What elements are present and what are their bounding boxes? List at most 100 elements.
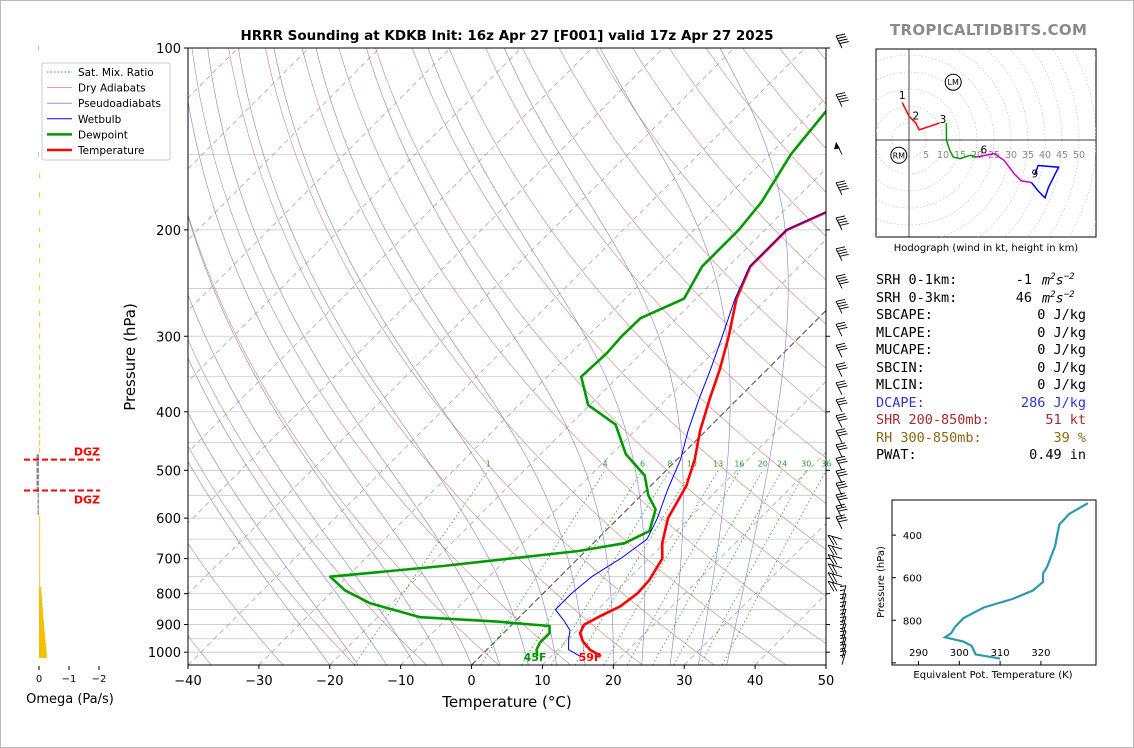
wind-barb <box>835 380 848 396</box>
theta-e-frame <box>891 499 1097 666</box>
omega-bar <box>39 565 41 571</box>
isotherm <box>188 48 593 453</box>
surface-temperature-label: 59F <box>579 651 602 664</box>
mixing-ratio-label: 6 <box>640 459 645 468</box>
omega-bar <box>39 521 41 527</box>
isotherm <box>188 48 664 524</box>
isotherm <box>258 97 826 665</box>
omega-bar <box>39 425 41 431</box>
omega-axis-label: Omega (Pa/s) <box>26 692 114 707</box>
omega-bar <box>39 622 44 628</box>
theta-e-x-tick-label: 310 <box>991 648 1010 659</box>
isotherm <box>542 380 826 665</box>
param-label: SRH 0-1km: <box>876 272 958 288</box>
param-row: DCAPE: 286 J/kg <box>876 395 1106 413</box>
dry-adiabat <box>188 213 499 665</box>
legend-label: Pseudoadiabats <box>78 98 161 110</box>
omega-bar <box>37 510 39 516</box>
mixing-ratio-line <box>673 470 783 665</box>
theta-e-x-tick-label: 300 <box>950 648 969 659</box>
wind-barb <box>835 33 849 49</box>
param-row: m2s−2 SRH 0-3km: 46 <box>876 290 1106 308</box>
dry-adiabat <box>485 48 826 459</box>
omega-bar <box>39 587 42 593</box>
hodograph-ring-label: 50 <box>1073 150 1085 161</box>
chart-title: HRRR Sounding at KDKB Init: 16z Apr 27 [… <box>240 28 773 44</box>
x-tick-label: −10 <box>387 674 414 689</box>
dry-adiabat <box>188 339 428 665</box>
pseudoadiabat <box>188 215 444 665</box>
pseudoadiabat <box>188 412 359 665</box>
hodograph-ring-label: 10 <box>937 150 949 161</box>
wind-barb <box>835 514 848 530</box>
mixing-ratio-label: 30 <box>801 459 811 468</box>
param-label: MLCAPE: <box>876 324 933 341</box>
hodograph-height-label: 6 <box>980 145 987 157</box>
omega-bar <box>39 625 45 631</box>
wind-barb <box>827 580 843 592</box>
wind-barb <box>835 397 848 412</box>
omega-bar <box>39 541 41 547</box>
parameters-table: m2s−2 SRH 0-1km: -1 m2s−2 SRH 0-3km: 46 SBCAPE… <box>876 272 1106 465</box>
theta-e-line <box>942 502 1089 660</box>
wind-barb <box>827 563 843 575</box>
legend: Sat. Mix. Ratio Dry Adiabats Pseudoadiabat… <box>41 62 171 161</box>
hodograph-height-label: 1 <box>899 90 906 102</box>
pseudoadiabat <box>599 48 731 665</box>
theta-e-x-tick-label: 320 <box>1031 648 1050 659</box>
param-row: MLCAPE: 0 J/kg <box>876 325 1106 343</box>
x-tick-label: −30 <box>245 674 272 689</box>
x-tick-label: 0 <box>467 674 475 689</box>
param-value: 0 J/kg <box>1037 377 1086 393</box>
mixing-ratio-label: 20 <box>758 459 768 468</box>
theta-e-y-tick-label: 800 <box>903 616 922 627</box>
theta-e-y-tick-label: 600 <box>903 574 922 585</box>
omega-bar <box>39 432 41 438</box>
storm-motion-label: RM <box>893 151 906 160</box>
surface-dewpoint-label: 45F <box>524 651 547 664</box>
omega-bar <box>39 285 41 291</box>
surface-labels: 45F 59F <box>524 651 602 664</box>
x-tick-label: 20 <box>605 674 622 689</box>
param-label: PWAT: <box>876 447 917 463</box>
omega-bar <box>39 243 41 249</box>
wind-barb <box>835 321 848 337</box>
param-row: SBCIN: 0 J/kg <box>876 360 1106 378</box>
omega-x-tick-label: 0 <box>36 674 42 685</box>
mixing-ratio-line <box>603 470 719 665</box>
omega-bar <box>39 333 41 339</box>
omega-bar <box>39 440 41 446</box>
skewt-plot: 1 4 6 8 10 13 16 20 24 30 36 100200300400500600700… <box>0 28 834 711</box>
param-value: 0.49 in <box>1029 447 1086 463</box>
isotherm <box>0 48 25 665</box>
hodograph-height-label: 2 <box>912 111 919 123</box>
omega-bar <box>39 569 41 575</box>
mixing-ratio-line <box>521 470 643 665</box>
dry-adiabat <box>301 48 787 665</box>
wind-barb <box>835 342 848 358</box>
hodograph-ring-label: 45 <box>1056 150 1068 161</box>
hodograph-ring-label: 35 <box>1022 150 1034 161</box>
omega-bar <box>36 461 39 467</box>
hodograph-ring-label: 30 <box>1005 150 1017 161</box>
omega-bar <box>39 400 41 406</box>
theta-e-y-label: Pressure (hPa) <box>876 546 887 618</box>
y-tick-label: 400 <box>156 406 181 421</box>
legend-label: Temperature <box>77 145 145 157</box>
x-tick-label: 10 <box>534 674 551 689</box>
omega-bar <box>36 467 39 473</box>
pseudoadiabat <box>427 48 646 665</box>
isotherm <box>683 522 826 665</box>
hodograph-ring-label: 15 <box>954 150 966 161</box>
omega-bar <box>39 409 41 415</box>
legend-box <box>41 62 171 161</box>
mixing-ratio-line <box>480 470 606 665</box>
omega-bar <box>36 486 39 492</box>
omega-bar <box>39 272 41 278</box>
omega-bar <box>36 480 39 486</box>
mixing-ratio-line <box>550 470 671 665</box>
omega-bar <box>39 643 46 649</box>
omega-bar <box>39 632 45 638</box>
param-row: MUCAPE: 0 J/kg <box>876 342 1106 360</box>
